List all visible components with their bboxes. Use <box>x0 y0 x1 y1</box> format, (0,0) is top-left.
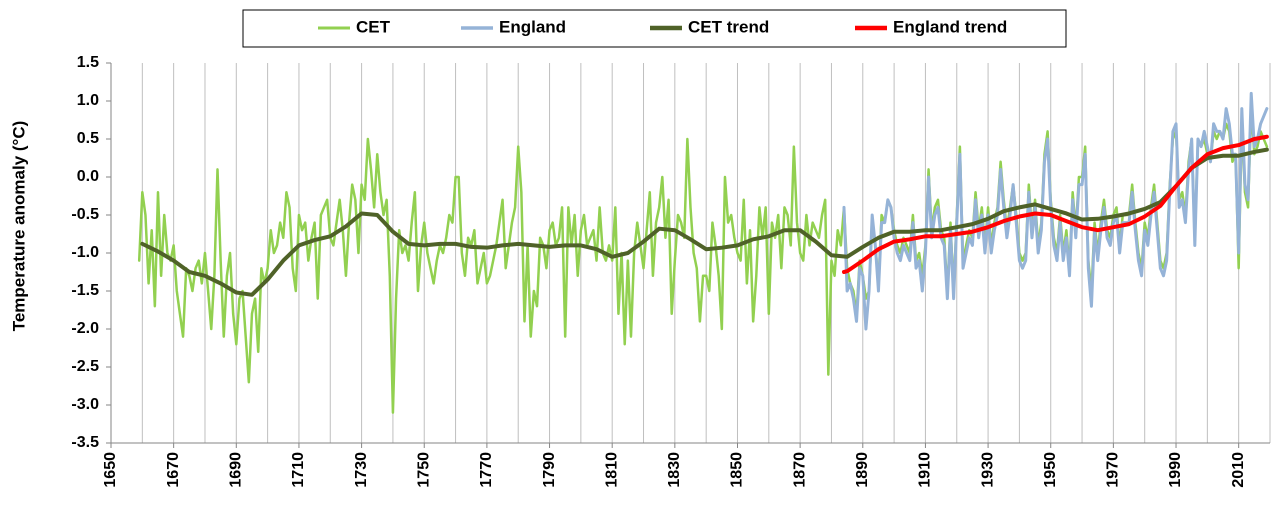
x-tick-label: 1870 <box>791 452 808 488</box>
x-tick-label: 1730 <box>353 452 370 488</box>
x-tick-label: 1830 <box>666 452 683 488</box>
y-tick-label: -3.5 <box>71 434 99 451</box>
y-axis-title: Temperature anomaly (°C) <box>9 121 28 332</box>
y-tick-label: -3.0 <box>71 396 99 413</box>
series-line <box>140 147 1269 297</box>
y-tick-label: -1.0 <box>71 244 99 261</box>
y-tick-label: -0.5 <box>71 206 99 223</box>
y-tick-label: 1.0 <box>77 92 99 109</box>
x-tick-label: 1750 <box>415 452 432 488</box>
y-tick-label: 0.0 <box>77 168 99 185</box>
legend-label: England <box>499 17 566 36</box>
series-line <box>137 107 1269 414</box>
x-tick-label: 1990 <box>1167 452 1184 488</box>
x-tick-label: 1710 <box>290 452 307 488</box>
y-tick-label: 1.5 <box>77 54 99 71</box>
x-tick-label: 1690 <box>228 452 245 488</box>
x-tick-label: 1770 <box>478 452 495 488</box>
x-tick-label: 1810 <box>603 452 620 488</box>
y-tick-label: -1.5 <box>71 282 99 299</box>
y-tick-label: -2.0 <box>71 320 99 337</box>
x-tick-label: 1790 <box>541 452 558 488</box>
y-tick-label: 0.5 <box>77 130 99 147</box>
series-line <box>842 91 1269 331</box>
legend-label: CET <box>356 17 391 36</box>
legend-label: CET trend <box>688 17 769 36</box>
series-line <box>841 134 1269 274</box>
x-tick-label: 2010 <box>1230 452 1247 488</box>
x-tick-label: 1650 <box>102 452 119 488</box>
y-tick-label: -2.5 <box>71 358 99 375</box>
x-tick-label: 1970 <box>1105 452 1122 488</box>
x-tick-label: 1950 <box>1042 452 1059 488</box>
legend-label: England trend <box>893 17 1007 36</box>
x-tick-label: 1890 <box>854 452 871 488</box>
x-tick-label: 1910 <box>917 452 934 488</box>
x-tick-label: 1850 <box>729 452 746 488</box>
x-tick-label: 1930 <box>979 452 996 488</box>
x-tick-label: 1670 <box>165 452 182 488</box>
